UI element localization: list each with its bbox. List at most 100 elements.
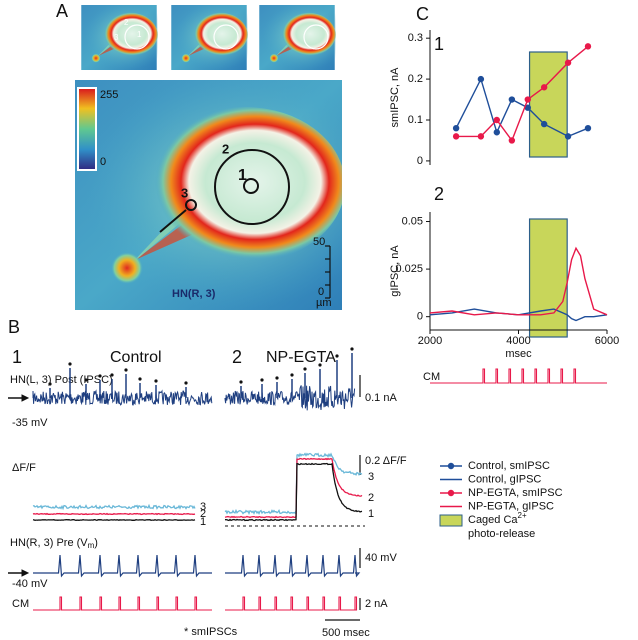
cm-trace xyxy=(33,596,212,611)
panel-label: A xyxy=(56,1,68,21)
event-marker xyxy=(290,373,294,377)
scale-label: 500 msec xyxy=(322,627,370,639)
legend-label: Caged Ca2+ xyxy=(468,511,527,526)
series-line xyxy=(429,246,608,316)
vm-trace xyxy=(225,554,361,578)
event-marker xyxy=(303,367,307,371)
arrows xyxy=(8,394,30,577)
data-point xyxy=(524,96,531,103)
scale-bars xyxy=(325,375,361,621)
panel-label: B xyxy=(8,317,20,337)
x-tick-label: 4000 xyxy=(506,335,530,347)
data-point xyxy=(564,133,572,140)
thumb-rois xyxy=(124,24,329,50)
series-line xyxy=(455,77,589,138)
dff-trace xyxy=(224,457,363,519)
event-marker xyxy=(260,378,264,382)
dff-trace xyxy=(32,512,196,516)
span xyxy=(528,51,568,158)
y-tick-label: 0.3 xyxy=(408,32,423,44)
event-marker xyxy=(48,382,52,386)
scale-label: 40 mV xyxy=(365,552,397,564)
event-marker xyxy=(275,376,279,380)
cm-trace xyxy=(225,596,358,611)
dff-trace xyxy=(32,518,196,522)
scale-label: 0.1 nA xyxy=(365,392,397,404)
event-marker xyxy=(239,380,243,384)
event-marker xyxy=(98,374,102,378)
thumb-label: 1 xyxy=(137,30,142,39)
legend-label: NP-EGTA, smIPSC xyxy=(468,487,563,499)
scale-label: 0.2 ΔF/F xyxy=(365,455,407,467)
colorbar-label: 255 xyxy=(100,89,118,101)
event-marker xyxy=(138,377,142,381)
colorbar xyxy=(77,87,97,171)
traces xyxy=(32,347,607,611)
vm-trace xyxy=(33,554,212,578)
legend-label: Control, smIPSC xyxy=(468,460,550,472)
marker-note: * smIPSCs xyxy=(184,626,238,638)
data-point xyxy=(493,116,501,124)
y-tick-label: 0 xyxy=(417,155,423,167)
thumb-label: 3 xyxy=(114,33,119,42)
event-marker xyxy=(184,381,188,385)
legend-label: Control, gIPSC xyxy=(468,473,541,485)
trace-label: 3 xyxy=(368,471,374,483)
scale-bar xyxy=(325,245,331,299)
data-point xyxy=(524,104,531,111)
y-tick-label: 0 xyxy=(417,311,423,323)
dff-trace xyxy=(224,462,363,522)
fluorescence-image xyxy=(75,80,342,310)
data-point xyxy=(540,120,548,128)
superscript: 2+ xyxy=(518,511,527,520)
row-label: CM xyxy=(12,598,29,610)
ipsc-trace xyxy=(224,385,356,411)
thumbnail xyxy=(259,5,336,70)
event-marker xyxy=(335,354,339,358)
legend-marker xyxy=(447,462,455,470)
row-label-part: ) xyxy=(94,537,98,549)
data-point xyxy=(477,75,485,83)
y-tick-label: 0.025 xyxy=(395,263,423,275)
data-point xyxy=(508,137,516,144)
col-title: Control xyxy=(110,349,162,366)
trace-label: 1 xyxy=(200,516,206,528)
row-label: HN(L, 3) Post (IPSC) xyxy=(10,374,113,386)
scale-label: 0 xyxy=(318,286,324,298)
roi-label: 3 xyxy=(181,185,188,200)
event-marker xyxy=(68,362,72,366)
y-axis-label: smIPSC, nA xyxy=(389,67,401,128)
trace-label: 3 xyxy=(200,501,206,513)
data-point xyxy=(452,133,460,140)
row-label: HN(R, 3) Pre (Vm) xyxy=(10,537,98,550)
charts: 1 smIPSC, nA 0 0.1 0.2 0.3 2 gIPSC, nA 0 0.025 0.0… xyxy=(389,30,619,360)
thumb-label: 2 xyxy=(124,18,129,27)
dff-trace xyxy=(32,503,196,511)
y-tick-label: 0.1 xyxy=(408,114,423,126)
colorbar-label: 0 xyxy=(100,156,106,168)
scale-label: µm xyxy=(316,297,332,309)
legend-label: photo-release xyxy=(468,528,535,540)
event-marker xyxy=(318,363,322,367)
event-marker xyxy=(154,379,158,383)
panel-label: C xyxy=(416,4,429,24)
y-tick-label: 0.2 xyxy=(408,73,423,85)
series-line xyxy=(429,308,608,322)
legend-marker xyxy=(447,489,455,497)
data-point xyxy=(584,43,592,50)
y-tick-label: 0.05 xyxy=(402,215,423,227)
col-number: 1 xyxy=(12,347,22,367)
data-point xyxy=(564,59,572,66)
row-label: CM xyxy=(423,371,440,383)
event-marker xyxy=(84,378,88,382)
data-point xyxy=(508,96,516,103)
legend-label: NP-EGTA, gIPSC xyxy=(468,500,554,512)
event-marker xyxy=(110,373,114,377)
col-title: NP-EGTA xyxy=(266,349,336,366)
holding-label: -35 mV xyxy=(12,417,48,429)
cell-label: HN(R, 3) xyxy=(172,288,216,300)
data-point xyxy=(452,124,460,132)
subscript: m xyxy=(88,541,95,550)
